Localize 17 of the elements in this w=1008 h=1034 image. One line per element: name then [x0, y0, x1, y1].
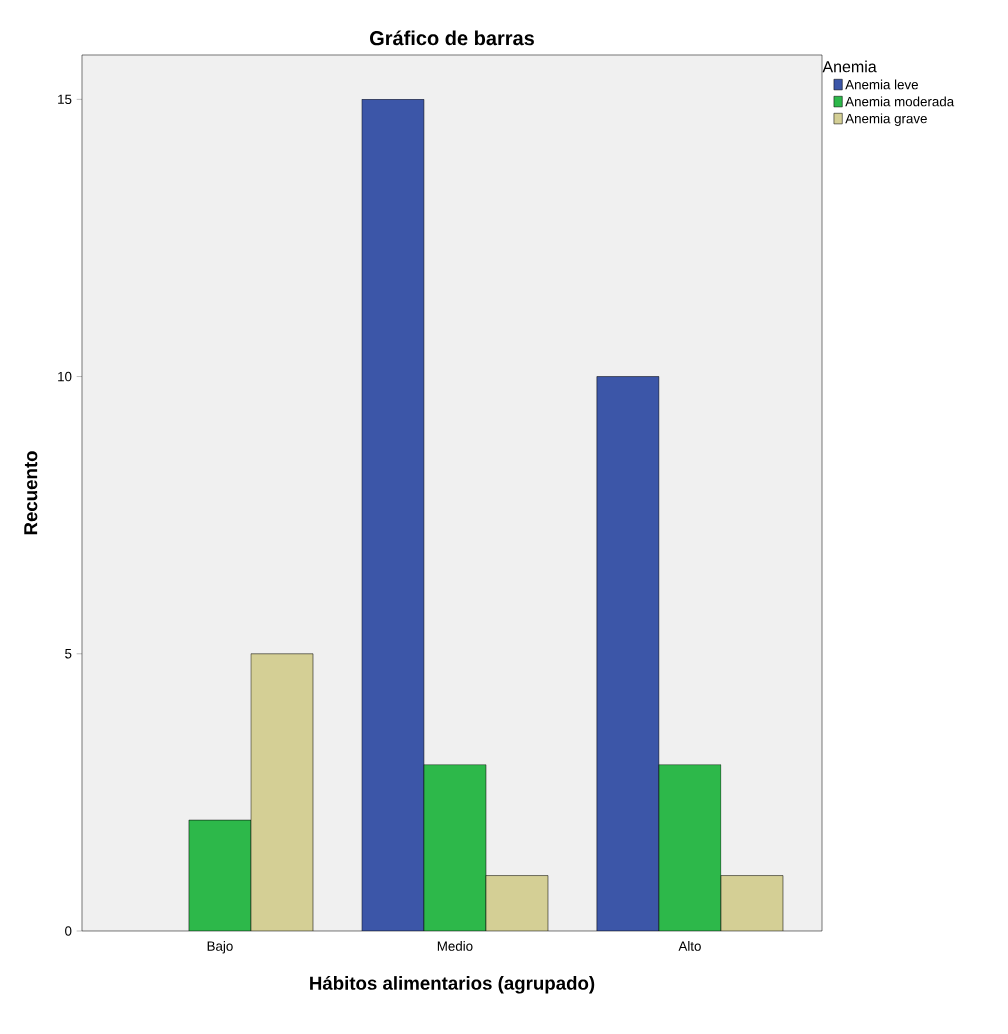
- y-tick-label: 5: [65, 649, 72, 659]
- bar: [658, 764, 722, 931]
- chart-title: Gráfico de barras: [370, 30, 534, 46]
- legend-label: Anemia leve: [845, 79, 918, 90]
- x-axis-title: Hábitos alimentarios (agrupado): [310, 975, 595, 994]
- x-tick-label: Bajo: [207, 941, 233, 954]
- y-axis-title: Recuento: [24, 451, 38, 535]
- bar: [188, 819, 252, 931]
- y-tick-label: 15: [58, 94, 72, 104]
- y-tick-label: 10: [58, 371, 72, 382]
- y-tick-label: 0: [65, 926, 72, 936]
- x-tick-label: Medio: [437, 941, 473, 951]
- legend-label: Anemia moderada: [845, 96, 955, 107]
- legend-label: Anemia grave: [845, 113, 927, 126]
- legend-title: Anemia: [822, 60, 877, 73]
- bar: [423, 764, 487, 931]
- x-tick-label: Alto: [678, 941, 701, 951]
